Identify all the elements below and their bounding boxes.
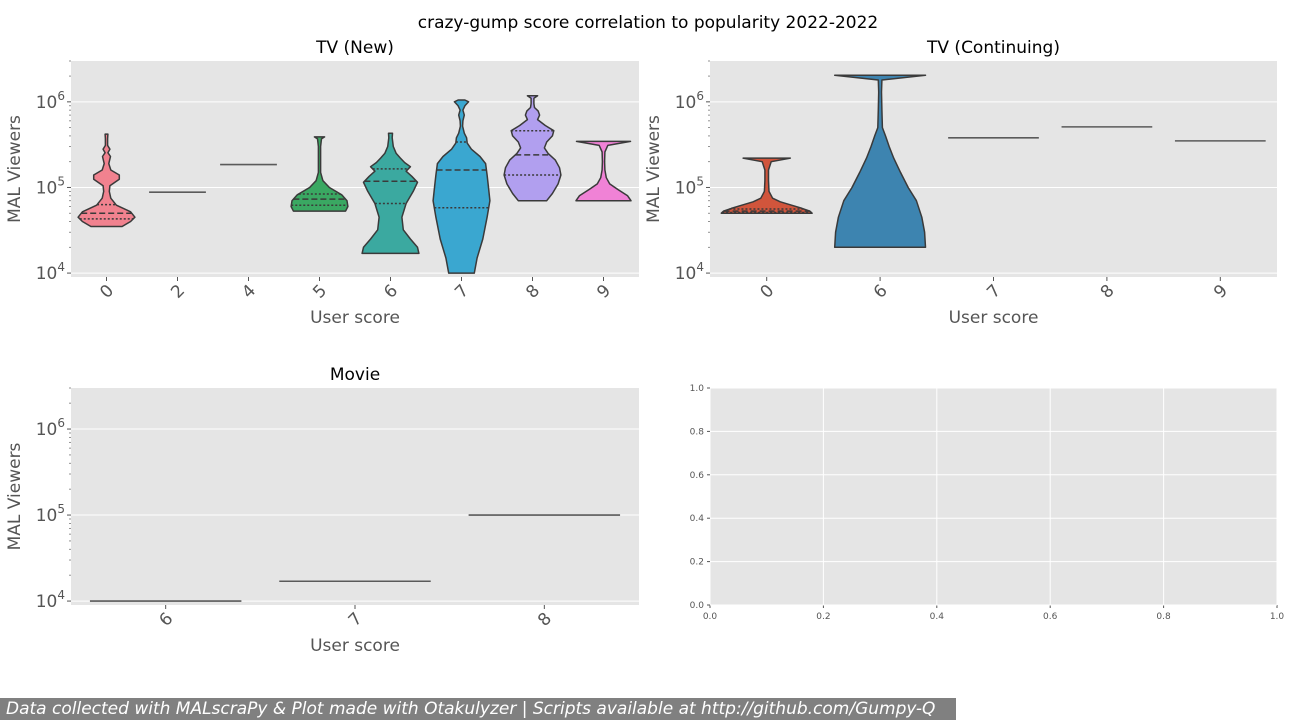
y-tick-label: 106: [675, 89, 704, 113]
x-tick-label: 5: [309, 281, 331, 303]
x-tick-label: 8: [1097, 281, 1119, 303]
violin-body: [290, 136, 349, 212]
violin-body: [503, 94, 562, 202]
violin-body: [720, 157, 813, 214]
y-tick-label: 0.0: [690, 601, 705, 611]
y-tick-label: 106: [36, 416, 65, 440]
y-tick-label: 106: [36, 89, 65, 113]
violin-body: [432, 99, 491, 274]
y-tick-label: 104: [36, 260, 65, 284]
x-tick-label: 9: [1210, 281, 1232, 303]
x-tick-label: 6: [870, 281, 892, 303]
x-tick-label: 9: [593, 281, 615, 303]
x-tick-label: 7: [345, 609, 367, 631]
y-tick-label: 105: [675, 174, 704, 198]
subplot-4: 0.0 0.2 0.4 0.6 0.8 1.0 0.0 0.2 0.4 0.6 0.8 1.0: [690, 384, 1285, 622]
plot-area: [710, 61, 1277, 277]
subplot-title: TV (New): [315, 38, 394, 58]
subplot-2: 104 105 106 0 6 7 8 9 TV (Continuing) User score M…: [644, 38, 1277, 328]
y-tick-label: 104: [675, 260, 704, 284]
plot-area: [71, 388, 639, 605]
x-tick-label: 0.6: [1043, 612, 1058, 622]
y-tick-label: 105: [36, 174, 65, 198]
violin-score-0: [720, 157, 813, 214]
x-tick-label: 6: [155, 609, 177, 631]
x-tick-label: 8: [522, 281, 544, 303]
violin-body: [575, 140, 632, 202]
x-tick-label: 0: [757, 281, 779, 303]
x-axis-label: User score: [310, 308, 400, 328]
violin-score-7: [432, 99, 491, 274]
y-axis-label: MAL Viewers: [5, 115, 25, 223]
violin-score-5: [290, 136, 349, 212]
footer-credit: Data collected with MALscraPy & Plot mad…: [0, 698, 956, 720]
y-tick-label: 0.8: [690, 427, 705, 437]
y-tick-label: 1.0: [690, 384, 705, 394]
y-tick-label: 0.2: [690, 558, 704, 568]
violin-score-9: [575, 140, 632, 202]
x-tick-label: 6: [380, 281, 402, 303]
violin-score-0: [77, 133, 136, 228]
x-tick-label: 0.0: [703, 612, 718, 622]
subplot-grid: 104 105 106 0 2 4 5 6 7 8 9 TV (New) User score MAL V…: [5, 38, 1284, 656]
x-tick-label: 4: [238, 281, 260, 303]
subplot-title: Movie: [330, 365, 380, 385]
y-tick-label: 0.4: [690, 514, 705, 524]
subplot-title: TV (Continuing): [926, 38, 1060, 58]
x-tick-label: 0.4: [930, 612, 945, 622]
violin-body: [77, 133, 136, 228]
x-tick-label: 2: [167, 281, 189, 303]
violin-score-6: [361, 132, 420, 255]
violin-body: [361, 132, 420, 255]
x-tick-label: 7: [983, 281, 1005, 303]
plot-area: [710, 388, 1277, 605]
y-tick-label: 105: [36, 502, 65, 526]
violin-body: [833, 74, 927, 249]
y-axis-label: MAL Viewers: [5, 442, 25, 550]
x-tick-label: 0.2: [816, 612, 830, 622]
figure-title: crazy-gump score correlation to populari…: [418, 13, 878, 33]
violin-score-8: [503, 94, 562, 202]
x-tick-label: 0.8: [1156, 612, 1171, 622]
subplot-3: 104 105 106 6 7 8 Movie User score MAL Viewers: [5, 365, 639, 656]
x-tick-label: 7: [451, 281, 473, 303]
y-tick-label: 104: [36, 588, 65, 612]
x-tick-label: 0: [96, 281, 118, 303]
y-axis-label: MAL Viewers: [644, 115, 664, 223]
y-tick-label: 0.6: [690, 471, 705, 481]
x-tick-label: 1.0: [1270, 612, 1285, 622]
violin-score-6: [833, 74, 927, 249]
x-tick-label: 8: [534, 609, 556, 631]
x-axis-label: User score: [310, 636, 400, 656]
subplot-1: 104 105 106 0 2 4 5 6 7 8 9 TV (New) User score MAL V…: [5, 38, 639, 328]
x-axis-label: User score: [949, 308, 1039, 328]
